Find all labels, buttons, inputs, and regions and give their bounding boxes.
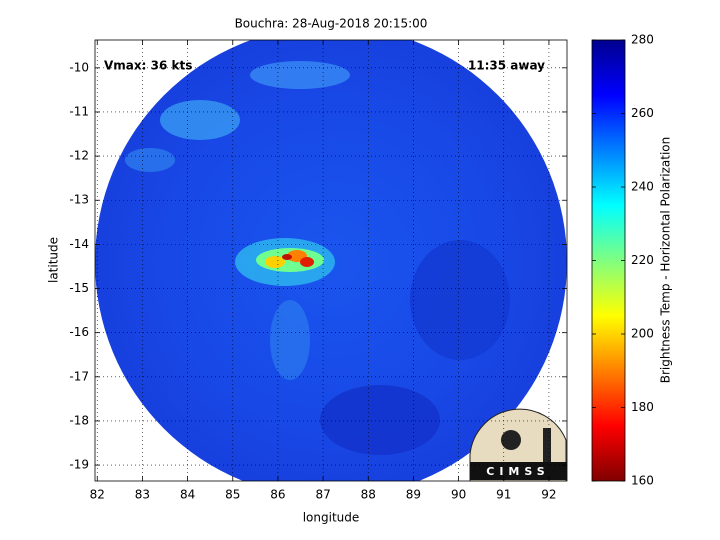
y-tick-label: -10	[69, 60, 89, 74]
y-tick-label: -12	[69, 149, 89, 163]
x-tick-label: 83	[135, 488, 150, 502]
colorbar-tick-label: 220	[631, 253, 654, 267]
x-axis-label: longitude	[303, 511, 360, 525]
colorbar-tick-label: 200	[631, 327, 654, 341]
x-tick-label: 90	[451, 488, 466, 502]
swath-texture	[125, 61, 510, 455]
colorbar-tick-label: 260	[631, 106, 654, 120]
x-tick-label: 82	[90, 488, 105, 502]
y-tick-label: -14	[69, 237, 89, 251]
plot-frame	[94, 39, 568, 482]
plot-area	[95, 40, 567, 481]
y-tick-label: -17	[69, 369, 89, 383]
logo: CIMSS	[469, 408, 567, 482]
y-tick-label: -15	[69, 281, 89, 295]
x-tick-label: 86	[270, 488, 285, 502]
storm-core	[256, 248, 324, 272]
y-tick-label: -11	[69, 104, 89, 118]
colorbar-tick-label: 180	[631, 400, 654, 414]
x-tick-label: 88	[361, 488, 376, 502]
y-tick-label: -16	[69, 325, 89, 339]
x-tick-label: 87	[315, 488, 330, 502]
y-axis-label: latitude	[47, 237, 61, 283]
y-tick-label: -13	[69, 193, 89, 207]
x-tick-label: 91	[496, 488, 511, 502]
logo-text: CIMSS	[486, 465, 549, 478]
y-tick-label: -19	[69, 458, 89, 472]
colorbar-tick-label: 240	[631, 180, 654, 194]
x-tick-label: 89	[406, 488, 421, 502]
x-tick-label: 84	[180, 488, 195, 502]
colorbar-label: Brightness Temp - Horizontal Polarizatio…	[659, 137, 673, 384]
y-tick-label: -18	[69, 413, 89, 427]
colorbar	[591, 39, 626, 482]
x-tick-label: 85	[225, 488, 240, 502]
colorbar-tick-label: 160	[631, 474, 654, 488]
annotation: Vmax: 36 kts	[104, 59, 192, 73]
chart-title: Bouchra: 28-Aug-2018 20:15:00	[235, 17, 428, 31]
annotation: 11:35 away	[468, 59, 545, 73]
colorbar-tick-label: 280	[631, 33, 654, 47]
x-tick-label: 92	[541, 488, 556, 502]
